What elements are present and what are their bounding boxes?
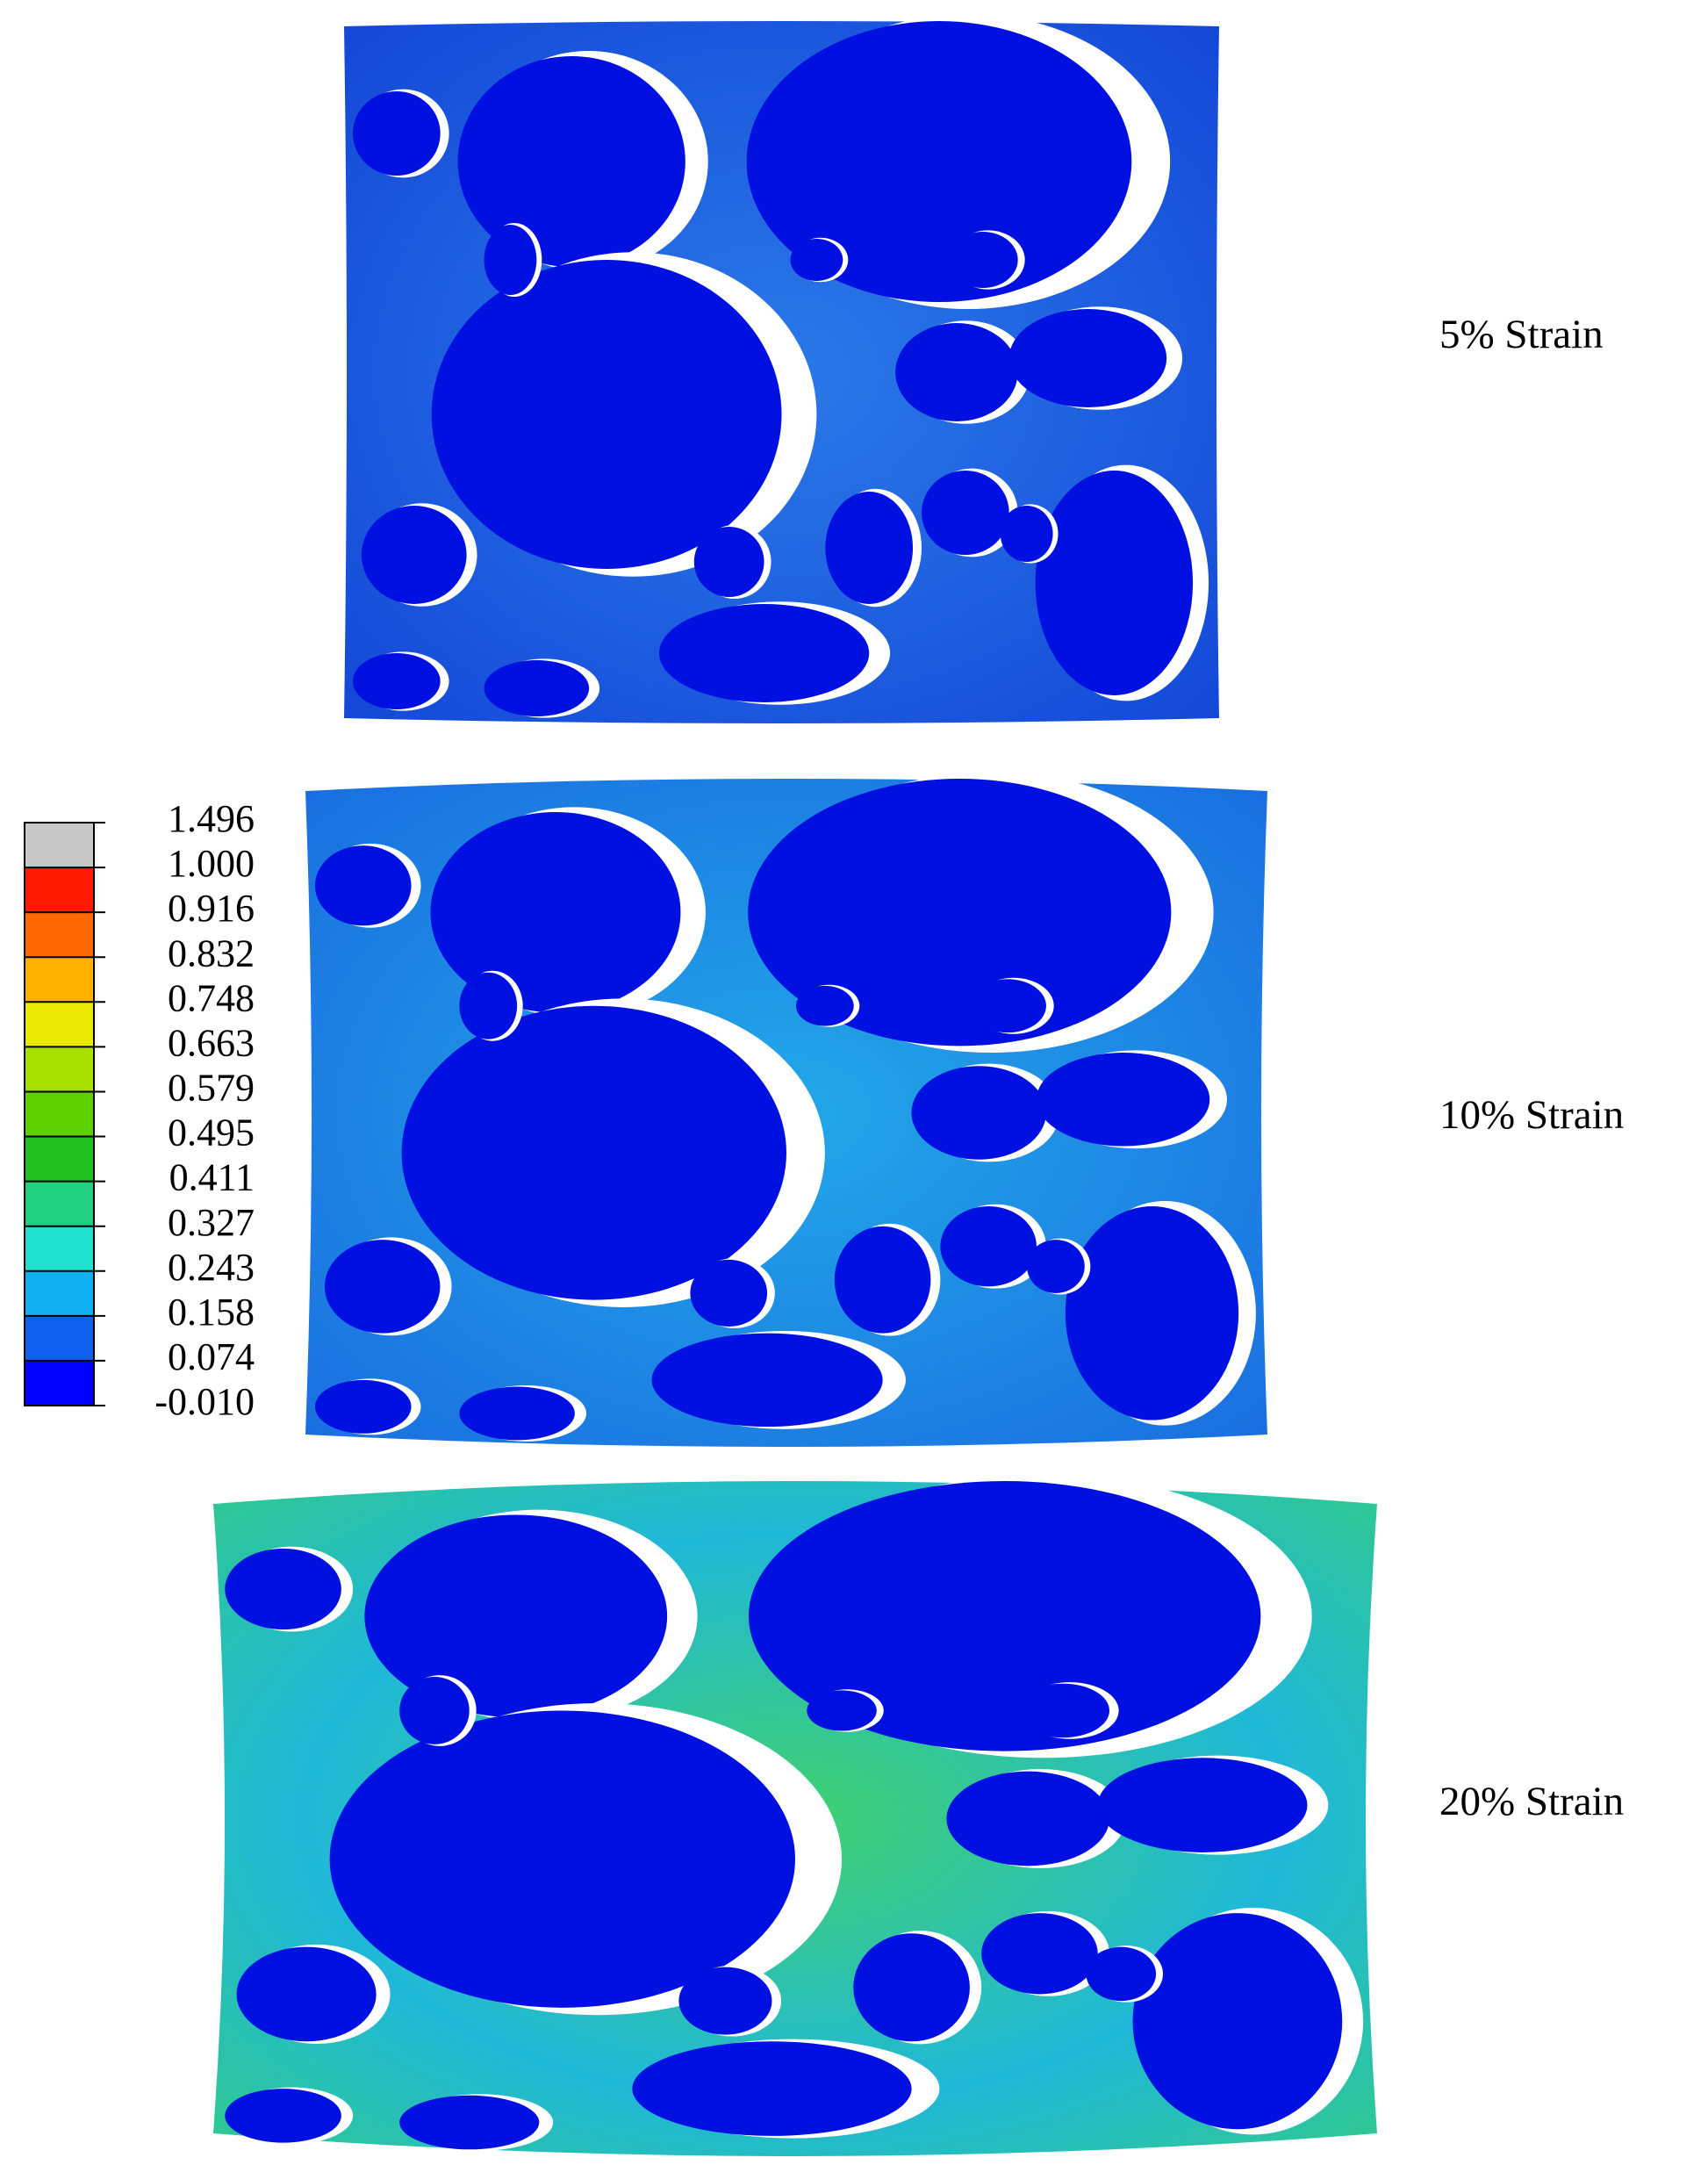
inclusion — [401, 1005, 786, 1300]
inclusion — [748, 778, 1172, 1046]
colorbar-tick-label: 0.158 — [168, 1291, 255, 1334]
inclusion — [834, 1226, 931, 1334]
inclusion — [911, 1066, 1046, 1160]
colorbar-band — [25, 912, 94, 958]
colorbar-tick-label: 0.748 — [168, 976, 255, 1019]
colorbar-tick-label: 0.832 — [168, 931, 255, 975]
inclusion — [947, 232, 1018, 288]
inclusion — [314, 1379, 412, 1434]
inclusion — [314, 845, 412, 926]
inclusion — [853, 1933, 970, 2042]
inclusion — [1086, 1946, 1157, 2002]
inclusion — [236, 1946, 377, 2042]
inclusion — [1132, 1913, 1343, 2130]
inclusion — [807, 1690, 877, 1731]
colorbar-band — [25, 867, 94, 913]
inclusion — [457, 56, 685, 267]
colorbar-tick-label: -0.010 — [154, 1380, 255, 1423]
colorbar-tick-label: 0.411 — [169, 1156, 255, 1199]
inclusion — [361, 506, 467, 604]
colorbar-tick-label: 1.000 — [168, 842, 255, 885]
inclusion — [1027, 1240, 1085, 1293]
inclusion — [225, 1548, 341, 1630]
inclusion — [459, 972, 518, 1039]
inclusion — [632, 2041, 912, 2136]
inclusion — [748, 1481, 1261, 1751]
inclusion — [981, 1913, 1098, 1995]
colorbar-band — [25, 1136, 94, 1183]
colorbar-tick-label: 0.663 — [168, 1021, 255, 1064]
colorbar: 1.4961.0000.9160.8320.7480.6630.5790.495… — [24, 797, 255, 1423]
panel-label: 20% Strain — [1439, 1779, 1624, 1824]
colorbar-band — [25, 1046, 94, 1092]
inclusion — [1000, 506, 1053, 562]
colorbar-tick-label: 0.579 — [168, 1067, 255, 1110]
colorbar-tick-label: 1.496 — [168, 797, 255, 840]
inclusion — [484, 660, 590, 716]
colorbar-band — [25, 1091, 94, 1138]
inclusion — [1015, 1683, 1110, 1738]
inclusion — [431, 260, 782, 569]
colorbar-band — [25, 1360, 94, 1406]
inclusion — [690, 1259, 768, 1327]
inclusion — [352, 653, 441, 709]
inclusion — [459, 1386, 575, 1441]
inclusion — [746, 21, 1132, 302]
colorbar-band — [25, 957, 94, 1003]
inclusion — [1035, 471, 1194, 695]
inclusion — [329, 1710, 795, 2008]
panel-label: 5% Strain — [1439, 312, 1604, 357]
inclusion — [225, 2089, 341, 2143]
colorbar-band — [25, 1270, 94, 1317]
colorbar-band — [25, 1226, 94, 1272]
colorbar-tick-label: 0.495 — [168, 1111, 255, 1154]
panels — [213, 14, 1377, 2156]
inclusion — [1065, 1206, 1239, 1420]
inclusion — [364, 1514, 668, 1718]
inclusion — [678, 1967, 772, 2035]
inclusion — [1036, 1053, 1210, 1147]
colorbar-band — [25, 1315, 94, 1362]
inclusion — [693, 527, 764, 597]
inclusion — [1097, 1758, 1308, 1852]
inclusion — [430, 812, 681, 1013]
inclusion — [969, 979, 1046, 1033]
inclusion — [946, 1771, 1110, 1866]
inclusion — [940, 1206, 1037, 1287]
inclusion — [825, 492, 914, 604]
colorbar-tick-label: 0.074 — [168, 1335, 255, 1378]
colorbar-band — [25, 1181, 94, 1227]
panel-label: 10% Strain — [1439, 1092, 1624, 1138]
inclusion — [895, 323, 1018, 421]
colorbar-band — [25, 823, 94, 868]
inclusion — [790, 239, 843, 281]
inclusion — [651, 1333, 883, 1428]
inclusion — [352, 91, 441, 176]
inclusion — [399, 1677, 470, 1744]
colorbar-band — [25, 1002, 94, 1047]
inclusion — [795, 985, 854, 1026]
inclusion — [324, 1240, 441, 1334]
colorbar-tick-label: 0.916 — [168, 887, 255, 930]
inclusion — [922, 471, 1009, 555]
colorbar-tick-label: 0.243 — [168, 1246, 255, 1289]
inclusion — [484, 225, 537, 295]
colorbar-tick-label: 0.327 — [168, 1201, 255, 1244]
inclusion — [399, 2095, 540, 2150]
inclusion — [1008, 309, 1167, 407]
inclusion — [658, 604, 870, 702]
